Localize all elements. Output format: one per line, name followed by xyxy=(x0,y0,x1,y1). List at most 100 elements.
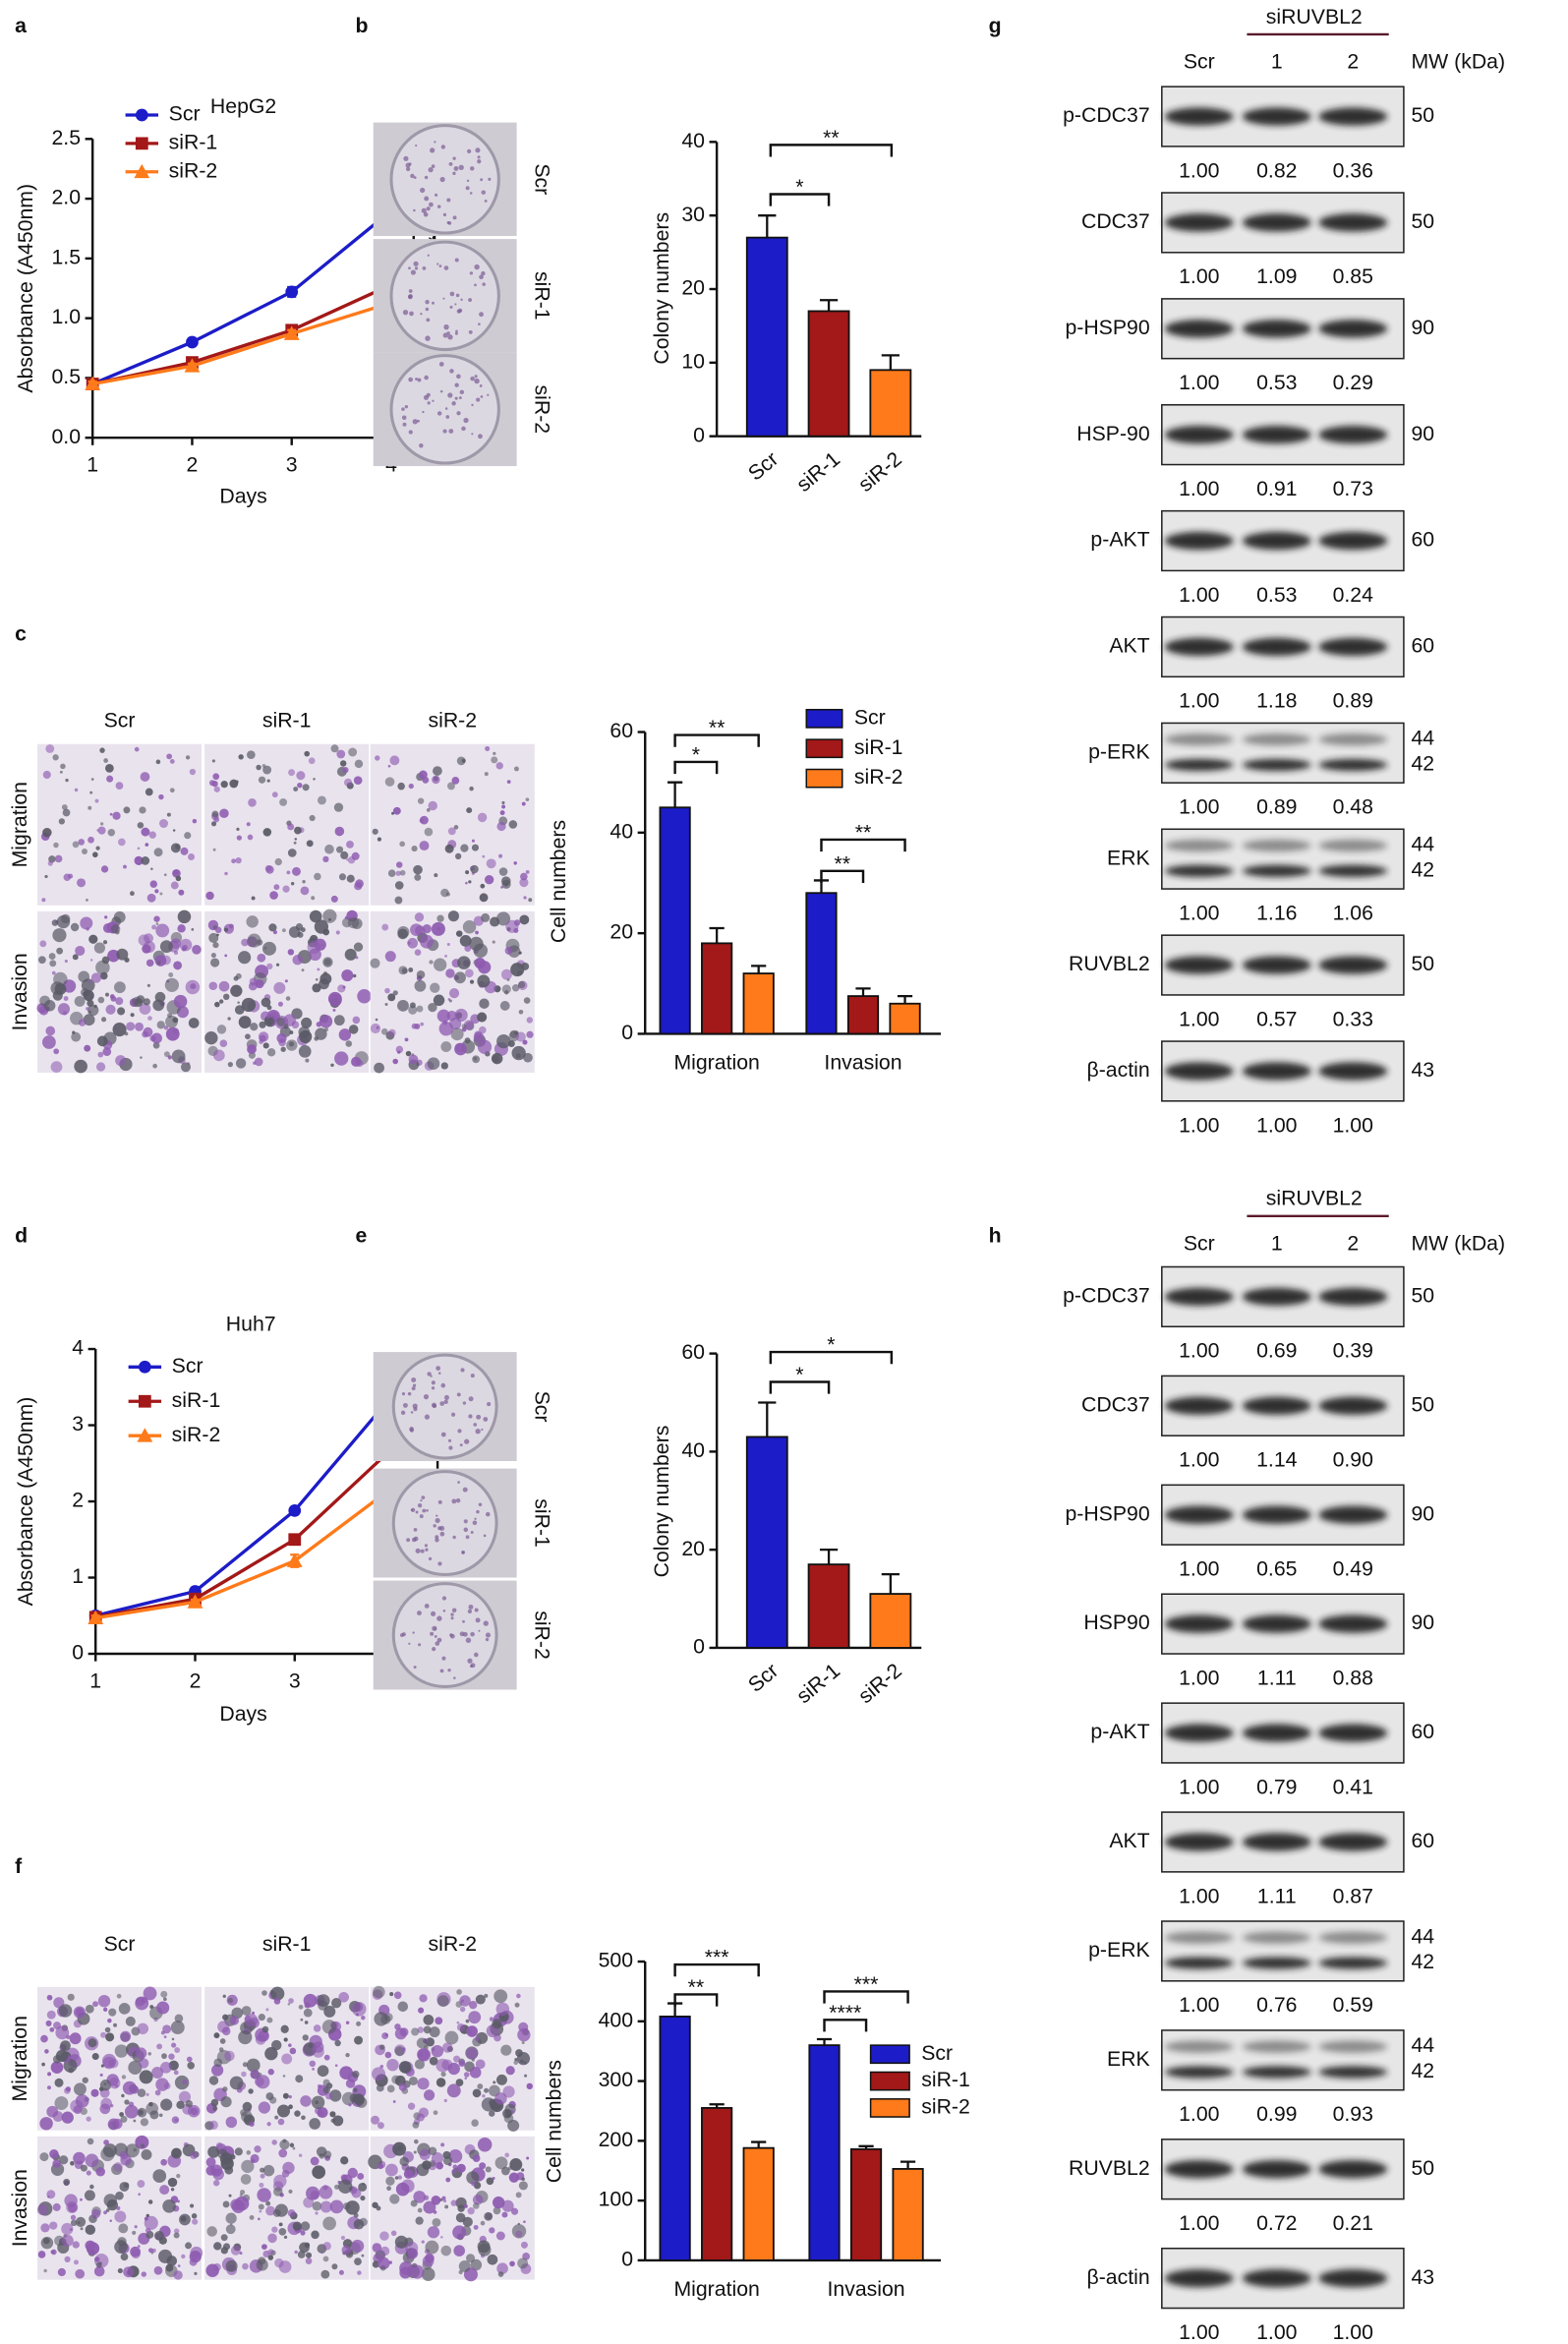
cell xyxy=(515,2049,523,2057)
mw-value: 42 xyxy=(1411,857,1434,881)
cell xyxy=(517,2027,531,2042)
cell xyxy=(475,930,479,935)
cell xyxy=(78,1019,87,1026)
cell xyxy=(288,2189,293,2195)
cell xyxy=(477,2083,484,2089)
cell xyxy=(308,940,312,944)
cell xyxy=(100,2031,107,2038)
colony xyxy=(410,1411,414,1414)
colony xyxy=(413,261,419,266)
bar xyxy=(869,1593,912,1649)
cell xyxy=(124,1031,129,1036)
cell xyxy=(384,2033,388,2037)
colony xyxy=(478,434,483,440)
cell xyxy=(210,2098,219,2107)
cell xyxy=(137,862,141,865)
cell xyxy=(501,876,511,886)
cell xyxy=(159,2061,172,2074)
cell xyxy=(319,1015,333,1028)
cell xyxy=(210,821,217,827)
blot-band xyxy=(1318,2160,1388,2179)
cell xyxy=(333,802,344,812)
cell xyxy=(474,957,486,969)
cell xyxy=(39,940,47,948)
cell xyxy=(103,2007,108,2013)
cell xyxy=(273,930,277,935)
cell xyxy=(477,974,491,988)
colony xyxy=(454,396,458,400)
cell xyxy=(513,766,519,772)
cell xyxy=(262,2164,275,2177)
cell xyxy=(248,2088,254,2094)
colony xyxy=(428,167,434,173)
cell xyxy=(296,771,306,781)
cell xyxy=(208,981,218,991)
cell xyxy=(267,2069,274,2076)
colony xyxy=(415,1510,419,1514)
y-tick-label: 100 xyxy=(599,2188,633,2211)
cell xyxy=(155,759,161,765)
colony xyxy=(426,318,431,322)
colony xyxy=(447,392,453,398)
cell xyxy=(384,951,396,963)
quant-value: 1.00 xyxy=(1179,1339,1219,1363)
cell xyxy=(464,945,472,953)
colony xyxy=(461,1552,465,1554)
blot-band xyxy=(1242,2160,1311,2179)
cell xyxy=(501,2211,508,2218)
cell xyxy=(136,856,141,860)
cell xyxy=(282,2092,289,2099)
cell xyxy=(312,2200,322,2211)
colony xyxy=(437,1372,441,1375)
cell xyxy=(298,2004,304,2010)
colony xyxy=(439,1669,444,1673)
colony xyxy=(413,1407,418,1412)
cell xyxy=(436,914,444,922)
colony xyxy=(477,159,482,164)
cell xyxy=(413,2150,417,2154)
cell xyxy=(172,1027,179,1035)
cell xyxy=(72,841,80,849)
blot-band xyxy=(1164,1287,1234,1306)
cell xyxy=(173,961,183,970)
bar xyxy=(742,2146,775,2261)
cell xyxy=(465,870,470,875)
cell xyxy=(152,999,165,1012)
cell xyxy=(323,1026,329,1032)
cell xyxy=(209,958,220,967)
cell xyxy=(85,2004,94,2014)
colony xyxy=(448,429,454,434)
cell xyxy=(348,747,358,757)
cell xyxy=(287,2003,291,2006)
colony xyxy=(447,334,453,340)
colony xyxy=(427,401,431,405)
cell xyxy=(312,2165,326,2180)
protein-label: p-CDC37 xyxy=(1063,103,1150,127)
cell xyxy=(159,2185,170,2196)
cell xyxy=(265,2008,269,2012)
cell xyxy=(109,994,115,999)
colony xyxy=(456,411,461,416)
cell xyxy=(390,2230,397,2237)
cell xyxy=(273,1998,281,2005)
significance-label: *** xyxy=(705,1946,729,1969)
cell xyxy=(507,2119,520,2132)
cell xyxy=(70,2219,78,2227)
cell xyxy=(278,2227,287,2236)
cell xyxy=(227,1997,234,2004)
y-tick-label: 0 xyxy=(621,1021,633,1044)
error-bar xyxy=(816,2037,833,2046)
y-tick-label: 0.0 xyxy=(51,425,81,448)
cell xyxy=(330,2118,335,2124)
cell xyxy=(103,2082,107,2086)
protein-label: CDC37 xyxy=(1081,209,1150,233)
bar xyxy=(849,2147,883,2261)
cell xyxy=(294,2110,301,2117)
cell xyxy=(414,2139,419,2144)
cell xyxy=(36,2204,49,2216)
cell xyxy=(107,949,120,963)
cell xyxy=(474,1030,483,1039)
cell xyxy=(143,998,150,1006)
colony xyxy=(408,377,414,382)
image-label: siR-2 xyxy=(530,1611,553,1660)
